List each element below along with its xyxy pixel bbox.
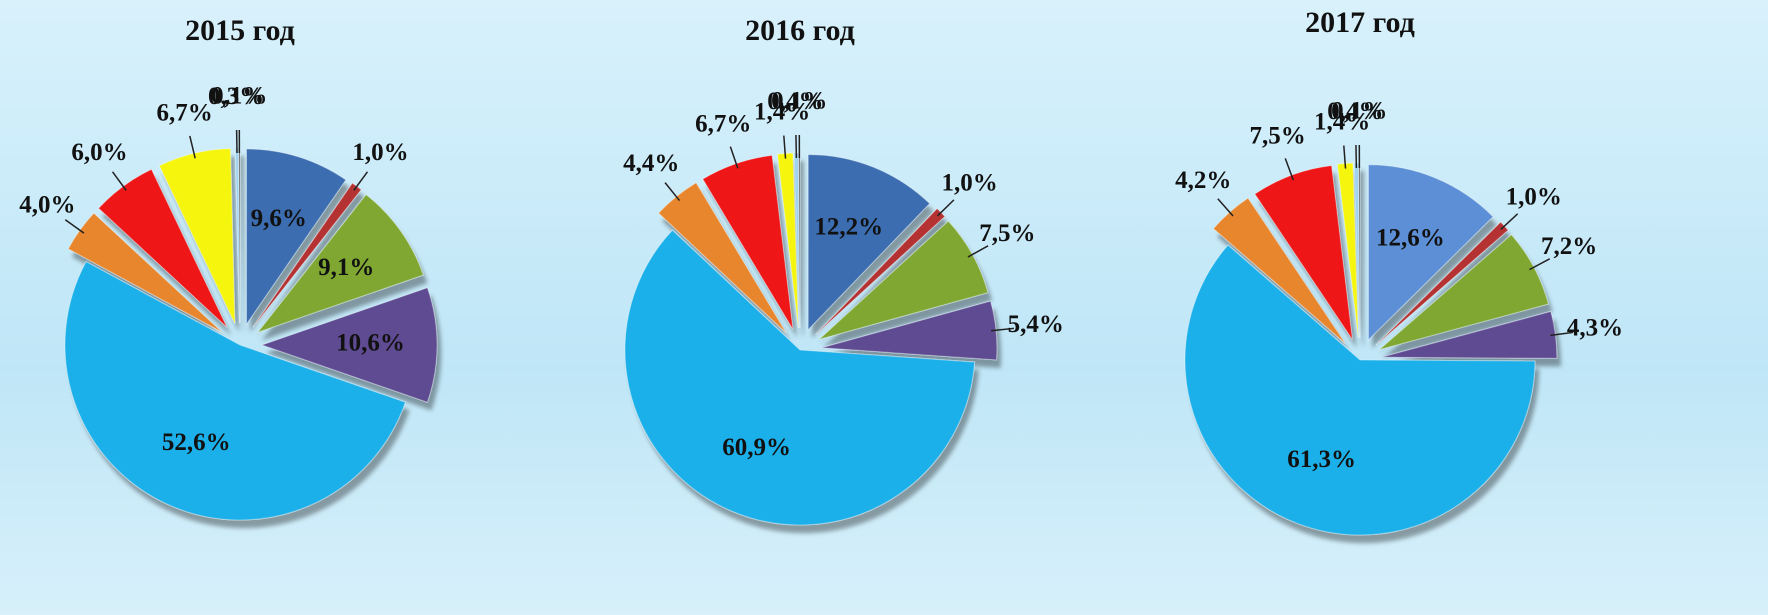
leader-line [1284,158,1294,181]
pie-slice [1184,244,1536,536]
pie-slice [260,287,438,403]
data-label: 0,1% [1331,98,1387,125]
data-label: 7,2% [1541,233,1597,260]
data-label: 4,0% [19,192,75,219]
pie [64,147,438,521]
leader-line [967,245,989,258]
leader-line [189,135,196,159]
data-label: 6,7% [695,111,751,138]
leader-line [729,146,739,169]
data-label: 1,4% [754,98,810,125]
leader-line [1500,213,1519,230]
leader-line [111,171,127,191]
leader-line [1343,145,1347,169]
leader-line [1217,198,1234,217]
pie-slice [256,193,424,334]
leader-line [783,135,787,159]
data-label: 1,4% [1314,108,1370,135]
data-label: 1,0% [1506,184,1562,211]
data-label: 61,3% [1287,446,1356,473]
data-label: 9,6% [251,205,307,232]
pie-slice [64,260,407,521]
pie [624,152,998,526]
data-label: 12,6% [1376,224,1445,251]
data-label: 7,5% [979,220,1035,247]
data-label: 0,1% [771,88,827,115]
data-label: 7,5% [1249,123,1305,150]
chart-title: 2015 год [185,14,295,47]
data-label: 10,6% [336,330,405,357]
chart-title: 2016 год [745,14,855,47]
data-label: 9,1% [318,254,374,281]
leader-line [353,171,369,191]
leader-line [1529,258,1551,271]
pie-slice [807,154,931,331]
data-label: 52,6% [162,429,231,456]
data-label: 5,4% [1008,311,1064,338]
data-label: 60,9% [722,434,791,461]
data-label: 1,0% [942,169,998,196]
pie [1184,162,1558,536]
data-label: 6,7% [157,99,213,126]
data-label: 4,2% [1175,167,1231,194]
data-label: 0,1% [211,83,267,110]
pie-slice [624,229,976,526]
leader-line [990,327,1014,332]
pie-slice [246,148,347,326]
data-label: 6,0% [71,139,127,166]
pie-slice [1367,164,1494,341]
leader-line [936,199,955,217]
leader-line [64,219,85,234]
leader-line [664,182,681,202]
data-label: 12,2% [814,214,883,241]
chart-title: 2017 год [1305,6,1415,39]
data-label: 1,0% [352,139,408,166]
data-label: 4,4% [623,150,679,177]
data-label: 0,4% [1327,98,1383,125]
leader-line [1550,331,1574,337]
data-label: 0,3% [208,83,264,110]
data-label: 0,4% [767,88,823,115]
data-label: 4,3% [1567,314,1623,341]
